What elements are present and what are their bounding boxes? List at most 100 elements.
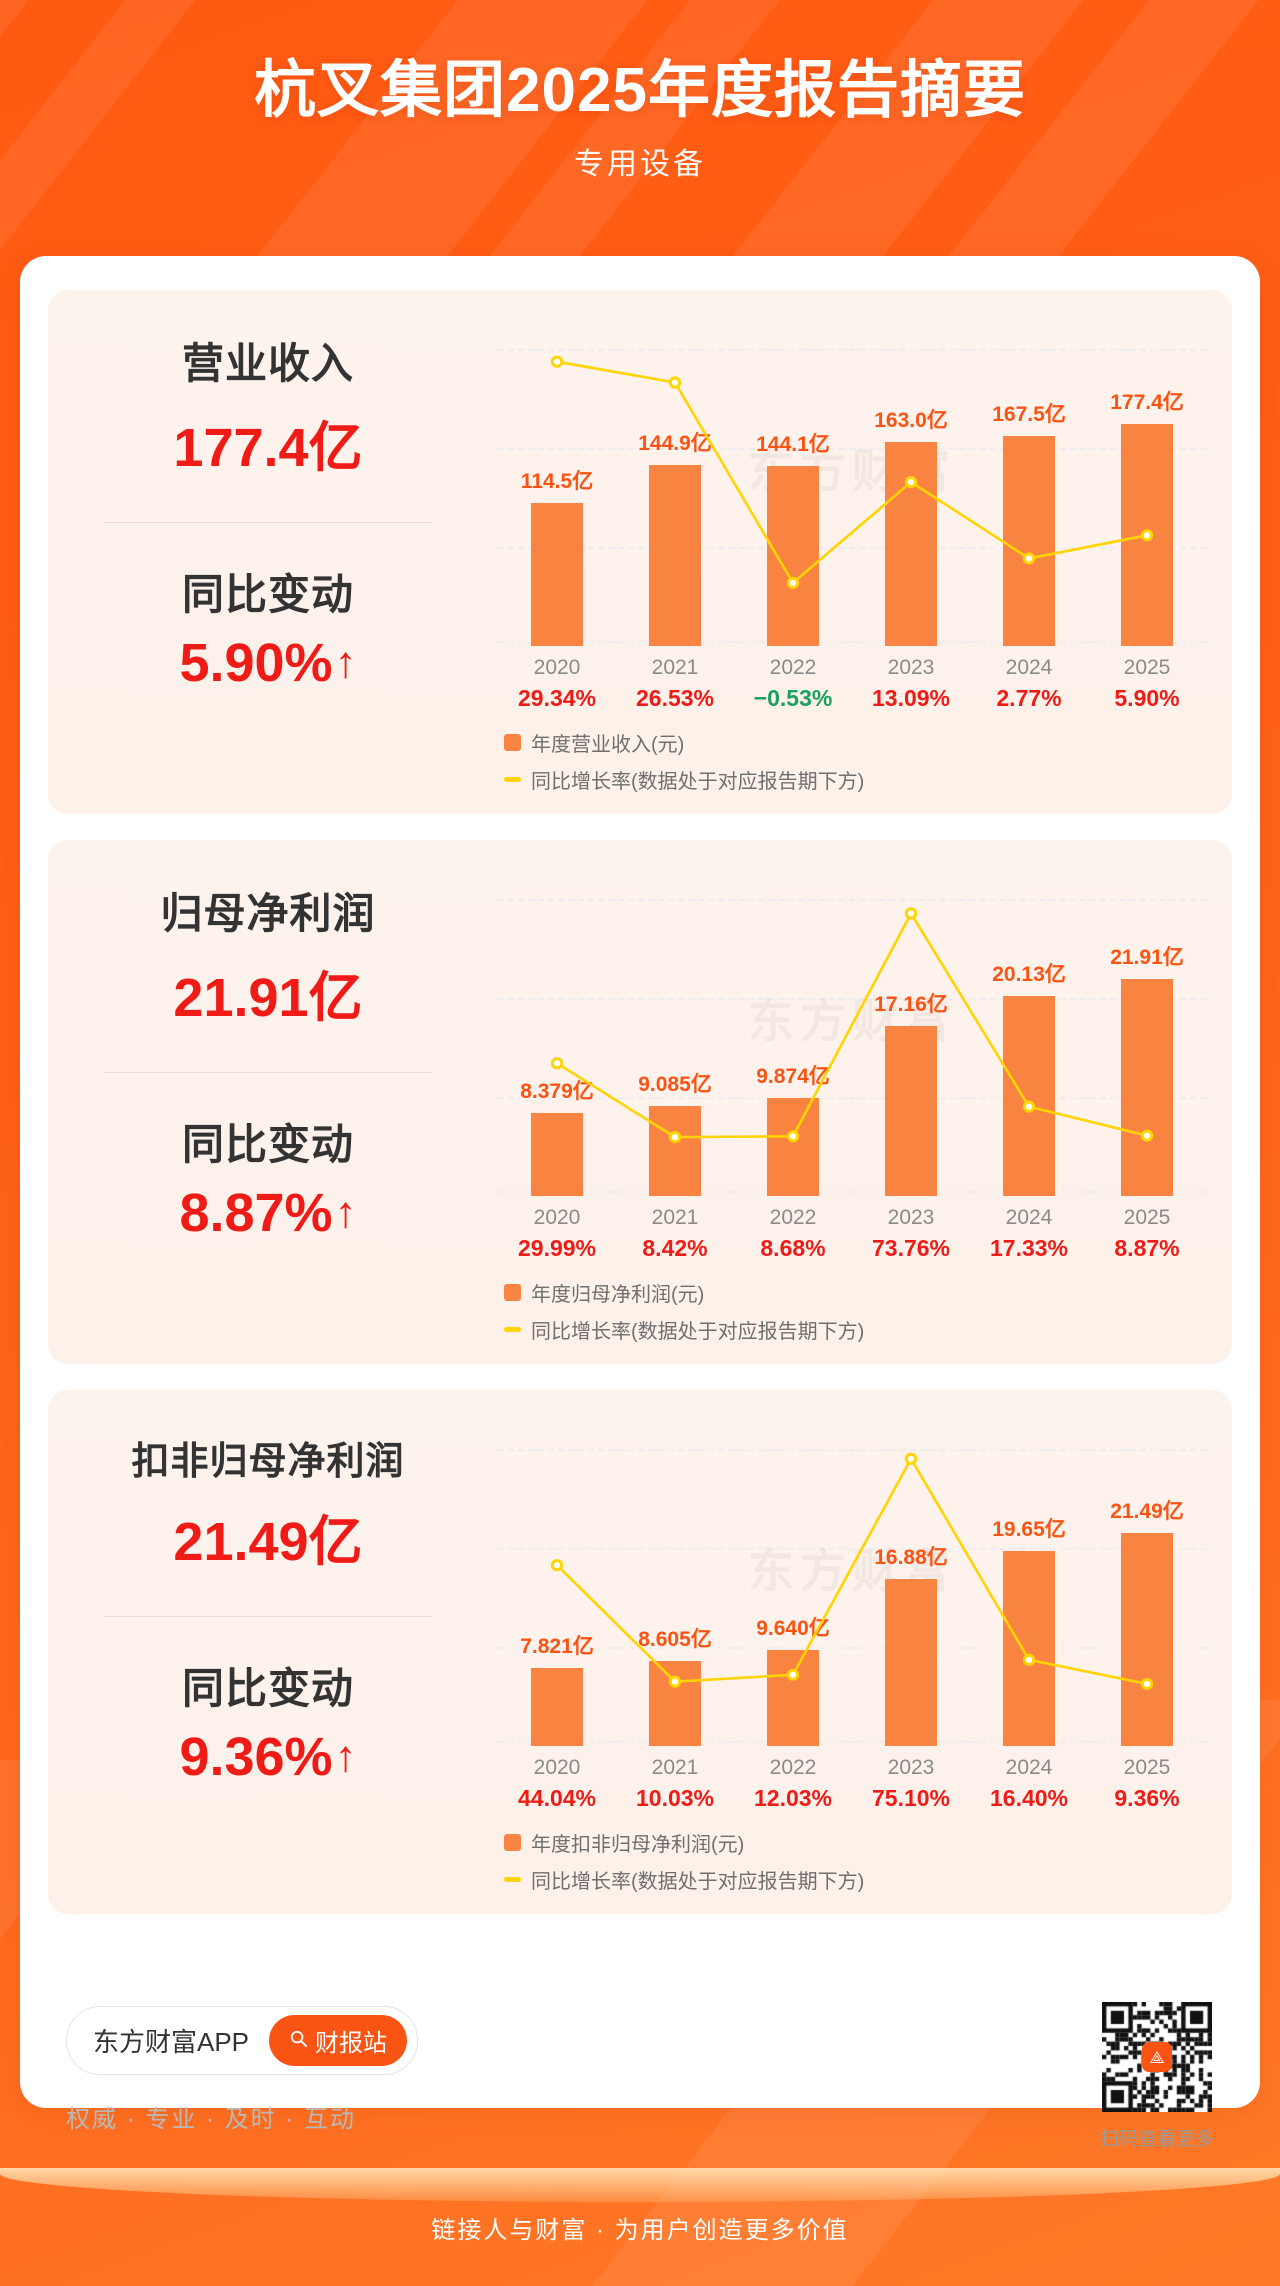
- page-header: 杭叉集团2025年度报告摘要 专用设备: [0, 0, 1280, 258]
- axis-tick: 2024 17.33%: [970, 1206, 1088, 1262]
- bar-column[interactable]: 21.91亿: [1088, 866, 1206, 1196]
- bar[interactable]: [531, 1112, 583, 1196]
- bar[interactable]: [1003, 996, 1055, 1196]
- legend-item[interactable]: 年度营业收入(元): [504, 728, 1206, 757]
- bar[interactable]: [1003, 1551, 1055, 1746]
- qr-caption: 扫码查看更多: [1099, 2129, 1214, 2150]
- bar-column[interactable]: 17.16亿: [852, 866, 970, 1196]
- bar[interactable]: [649, 464, 701, 646]
- legend-item[interactable]: 同比增长率(数据处于对应报告期下方): [504, 1315, 1206, 1344]
- app-promo-pill[interactable]: 东方财富APP 财报站: [66, 2006, 419, 2075]
- bar-column[interactable]: 8.605亿: [616, 1416, 734, 1746]
- legend-item[interactable]: 年度归母净利润(元): [504, 1278, 1206, 1307]
- line-data-point[interactable]: [670, 1133, 679, 1142]
- line-data-point[interactable]: [1024, 1655, 1033, 1664]
- axis-tick: 2022 8.68%: [734, 1206, 852, 1262]
- bar[interactable]: [531, 1668, 583, 1746]
- bar[interactable]: [767, 1650, 819, 1746]
- line-data-point[interactable]: [670, 1677, 679, 1686]
- axis-tick: 2023 13.09%: [852, 656, 970, 712]
- line-data-point[interactable]: [1142, 1679, 1151, 1688]
- bar-column[interactable]: 8.379亿: [498, 866, 616, 1196]
- legend-label: 年度归母净利润(元): [531, 1284, 705, 1306]
- bar[interactable]: [649, 1660, 701, 1746]
- line-data-point[interactable]: [906, 909, 915, 918]
- line-data-point[interactable]: [788, 578, 797, 587]
- line-data-point[interactable]: [552, 1561, 561, 1570]
- line-data-point[interactable]: [552, 357, 561, 366]
- page-footer: 东方财富APP 财报站 权威 · 专业 · 及时 · 互动 ⟁ 扫码: [20, 2000, 1260, 2190]
- bar-column[interactable]: 7.821亿: [498, 1416, 616, 1746]
- axis-growth-label: 2.77%: [996, 685, 1062, 711]
- line-data-point[interactable]: [1142, 531, 1151, 540]
- bar-column[interactable]: 9.874亿: [734, 866, 852, 1196]
- bar-column[interactable]: 167.5亿: [970, 316, 1088, 646]
- line-data-point[interactable]: [670, 378, 679, 387]
- qr-code[interactable]: ⟁: [1101, 2002, 1212, 2112]
- axis-tick: 2025 9.36%: [1088, 1756, 1206, 1812]
- legend-label: 年度营业收入(元): [531, 734, 685, 756]
- bar[interactable]: [767, 1098, 819, 1196]
- axis-growth-label: 8.42%: [642, 1235, 708, 1261]
- legend-item[interactable]: 同比增长率(数据处于对应报告期下方): [504, 1865, 1206, 1894]
- bar-column[interactable]: 9.085亿: [616, 866, 734, 1196]
- axis-year-label: 2024: [1005, 1206, 1053, 1229]
- axis-year-label: 2021: [651, 1206, 699, 1229]
- bar[interactable]: [885, 1025, 937, 1196]
- bar-group: 7.821亿 8.605亿 9.640亿 16.88亿 19.65亿 21.49亿: [498, 1416, 1206, 1746]
- trend-up-arrow-icon: ↑: [334, 1188, 357, 1237]
- metric-label: 归母净利润: [160, 890, 376, 937]
- bar-value-label: 9.640亿: [756, 1617, 830, 1641]
- bar[interactable]: [885, 441, 937, 646]
- line-data-point[interactable]: [906, 1454, 915, 1463]
- bar-value-label: 19.65亿: [992, 1518, 1066, 1542]
- bar-group: 114.5亿 144.9亿 144.1亿 163.0亿 167.5亿 177.4亿: [498, 316, 1206, 646]
- bar-value-label: 9.874亿: [756, 1065, 830, 1089]
- footer-right: ⟁ 扫码查看更多: [1100, 2000, 1214, 2151]
- line-data-point[interactable]: [906, 477, 915, 486]
- bar-column[interactable]: 20.13亿: [970, 866, 1088, 1196]
- line-swatch-icon: [504, 1877, 521, 1882]
- line-data-point[interactable]: [1024, 1102, 1033, 1111]
- bar-column[interactable]: 9.640亿: [734, 1416, 852, 1746]
- line-data-point[interactable]: [1142, 1131, 1151, 1140]
- change-label: 同比变动: [181, 1121, 354, 1168]
- bar-column[interactable]: 114.5亿: [498, 316, 616, 646]
- bar[interactable]: [531, 502, 583, 646]
- bar-column[interactable]: 144.9亿: [616, 316, 734, 646]
- line-data-point[interactable]: [788, 1670, 797, 1679]
- axis-tick: 2023 75.10%: [852, 1756, 970, 1812]
- bar-column[interactable]: 163.0亿: [852, 316, 970, 646]
- bar[interactable]: [1003, 436, 1055, 646]
- axis-growth-label: 8.87%: [1114, 1235, 1180, 1261]
- gridline: [498, 899, 1206, 901]
- bar-swatch-icon: [504, 1834, 521, 1851]
- metric-summary: 扣非归母净利润 21.49亿 同比变动 9.36% ↑: [48, 1390, 488, 1914]
- trend-up-arrow-icon: ↑: [334, 1732, 357, 1781]
- bottom-wave: [0, 2168, 1280, 2202]
- axis-tick: 2021 10.03%: [616, 1756, 734, 1812]
- legend-item[interactable]: 年度扣非归母净利润(元): [504, 1828, 1206, 1857]
- axis-year-label: 2025: [1123, 1756, 1171, 1779]
- metric-value: 21.49亿: [173, 1512, 363, 1572]
- bar-column[interactable]: 21.49亿: [1088, 1416, 1206, 1746]
- bar[interactable]: [885, 1578, 937, 1746]
- bar[interactable]: [1121, 1532, 1173, 1746]
- line-data-point[interactable]: [552, 1059, 561, 1068]
- line-data-point[interactable]: [1024, 554, 1033, 563]
- bar-column[interactable]: 16.88亿: [852, 1416, 970, 1746]
- bar-group: 8.379亿 9.085亿 9.874亿 17.16亿 20.13亿 21.91亿: [498, 866, 1206, 1196]
- bar-column[interactable]: 19.65亿: [970, 1416, 1088, 1746]
- axis-growth-label: 5.90%: [1114, 685, 1180, 711]
- bar-value-label: 8.379亿: [520, 1079, 594, 1103]
- metric-divider: [103, 1072, 433, 1073]
- caibao-station-button[interactable]: 财报站: [269, 2015, 408, 2066]
- growth-line-series: [498, 316, 1206, 646]
- bar[interactable]: [1121, 978, 1173, 1196]
- bar[interactable]: [649, 1105, 701, 1196]
- legend-item[interactable]: 同比增长率(数据处于对应报告期下方): [504, 765, 1206, 794]
- line-data-point[interactable]: [788, 1132, 797, 1141]
- metric-card: 扣非归母净利润21.49亿同比变动9.36%↑东方财富7.821亿8.605亿9…: [48, 1390, 1232, 1914]
- axis-growth-label: 10.03%: [635, 1785, 714, 1811]
